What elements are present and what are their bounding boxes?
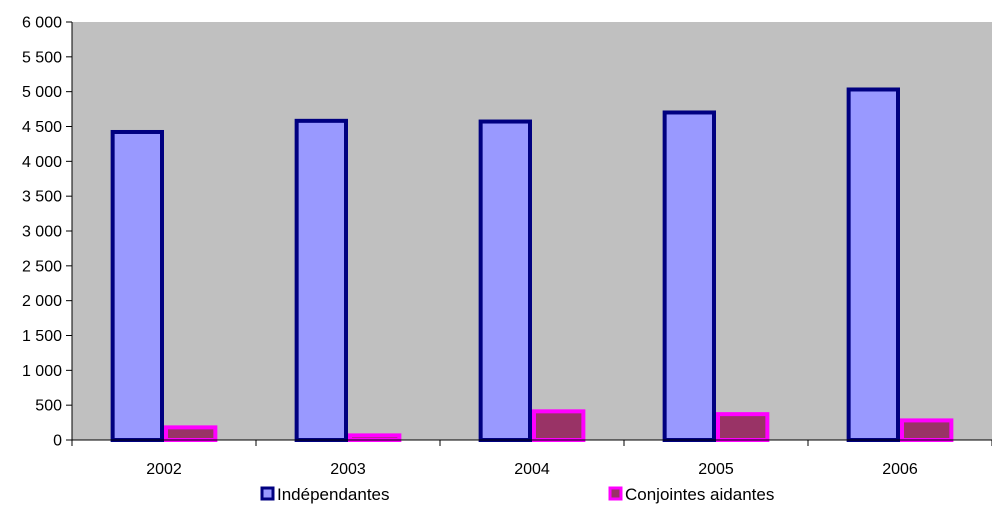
legend-label: Indépendantes: [277, 485, 390, 504]
y-tick-label: 2 000: [22, 293, 62, 310]
bar-independantes: [846, 87, 901, 442]
x-tick-label: 2004: [514, 461, 550, 478]
bar-independantes: [478, 119, 533, 443]
y-axis-ticks: 0 500 1 000 1 500 2 000 2 500 3 000 3 500 4 000 4…: [22, 15, 72, 450]
x-tick-label: 2005: [698, 461, 734, 478]
legend-label: Conjointes aidantes: [625, 485, 774, 504]
bar-independantes: [662, 110, 717, 443]
bar-independantes: [294, 118, 349, 442]
x-tick-label: 2006: [882, 461, 918, 478]
bar-conjointes-aidantes: [900, 418, 954, 442]
y-tick-label: 2 500: [22, 258, 62, 275]
y-tick-label: 5 000: [22, 84, 62, 101]
bar-conjointes-aidantes: [716, 412, 770, 442]
y-tick-label: 0: [53, 433, 62, 450]
bar-independantes: [110, 129, 164, 442]
y-tick-label: 1 500: [22, 328, 62, 345]
y-tick-label: 4 500: [22, 119, 62, 136]
x-tick-label: 2003: [330, 461, 366, 478]
y-tick-label: 5 500: [22, 49, 62, 66]
y-tick-label: 500: [35, 398, 62, 415]
bar-conjointes-aidantes: [348, 433, 402, 442]
y-tick-label: 4 000: [22, 154, 62, 171]
y-tick-label: 1 000: [22, 363, 62, 380]
y-tick-label: 6 000: [22, 15, 62, 32]
y-tick-label: 3 500: [22, 189, 62, 206]
bar-conjointes-aidantes: [164, 425, 218, 442]
legend-swatch: [608, 486, 623, 501]
legend: Indépendantes Conjointes aidantes: [260, 485, 774, 504]
x-axis-ticks: 2002 2003 2004 2005 2006: [71, 440, 992, 478]
x-tick-label: 2002: [146, 461, 182, 478]
bar-conjointes-aidantes: [532, 409, 586, 443]
y-tick-label: 3 000: [22, 224, 62, 241]
legend-swatch: [260, 486, 275, 501]
